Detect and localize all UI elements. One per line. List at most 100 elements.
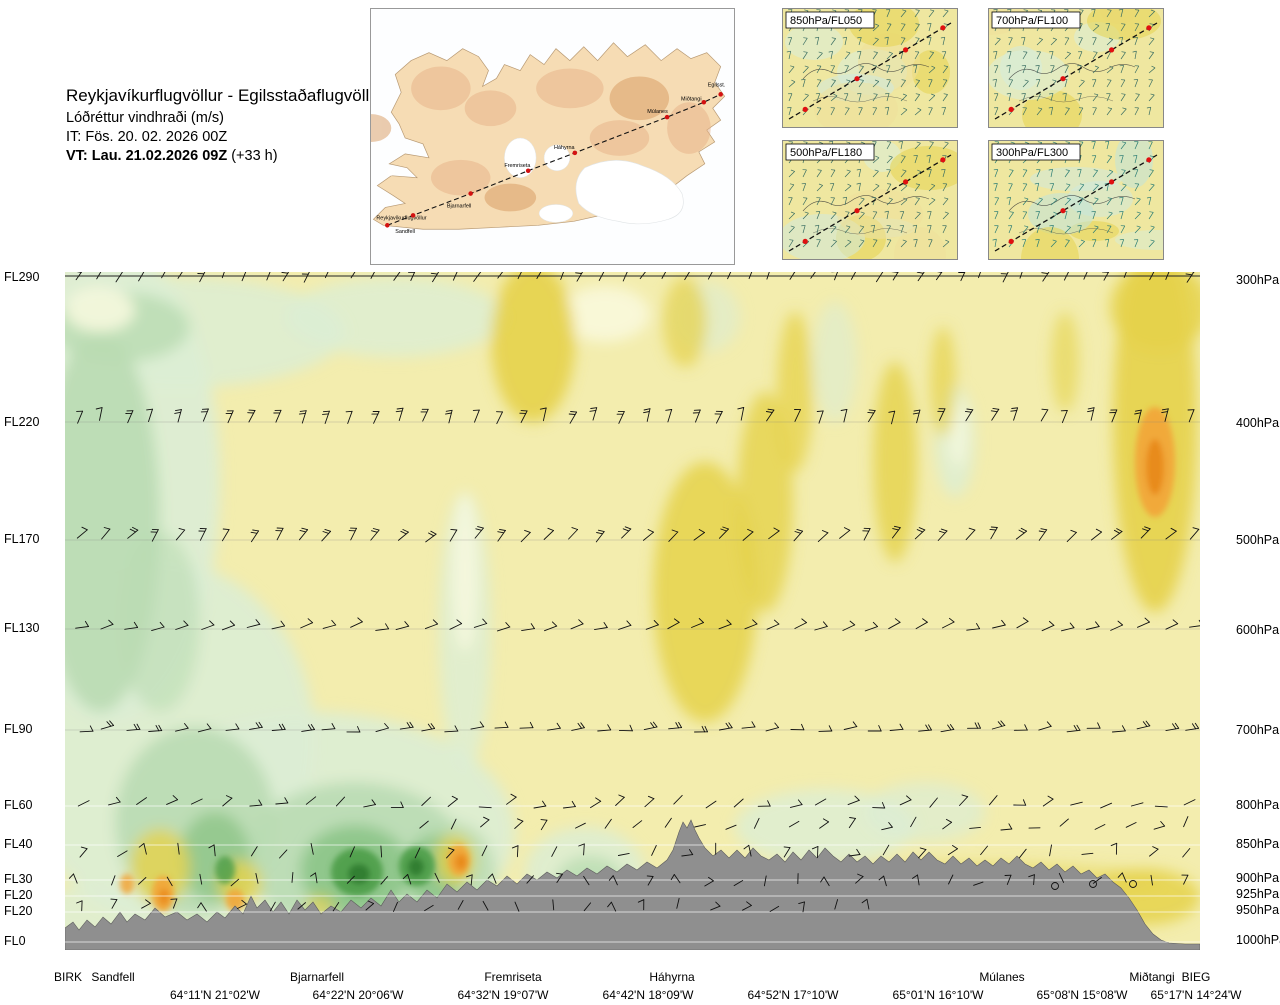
mini-coastline [812, 96, 908, 103]
flight-level-label: FL220 [4, 415, 40, 429]
mini-panel-label: 700hPa/FL100 [996, 15, 1068, 27]
pressure-level-label: 925hPa [1236, 887, 1280, 901]
pressure-level-label: 850hPa [1236, 837, 1280, 851]
mini-route-dot [1008, 106, 1014, 112]
route-waypoint-dot [572, 150, 578, 156]
route-waypoint-dot [718, 92, 723, 97]
station-label: Miðtangi [1129, 970, 1175, 984]
station-label: Múlanes [979, 970, 1025, 984]
mini-route-line [788, 154, 952, 252]
coordinate-label: 65°08'N 15°08'W [1036, 988, 1128, 1002]
flight-level-label: FL170 [4, 532, 40, 546]
flight-level-label: FL0 [4, 934, 26, 948]
mini-coastline [802, 63, 930, 80]
coordinate-label: 64°22'N 20°06'W [312, 988, 404, 1002]
route-waypoint-label: Múlanes [647, 109, 668, 115]
panel-300hPa: 300hPa/FL300 [988, 132, 1201, 291]
mini-route-line [788, 22, 952, 120]
mini-panel-label-box [785, 11, 875, 29]
mini-panel-label: 500hPa/FL180 [790, 147, 862, 159]
panel-850hPa-map: 850hPa/FL050 [783, 1, 957, 136]
flight-level-label: FL20 [4, 888, 33, 902]
route-waypoint-dot [385, 223, 390, 228]
route-waypoint-label: Bjarnarfell [447, 203, 471, 209]
coordinate-label: 64°11'N 21°02'W [169, 988, 260, 1002]
route-waypoint-label: Fremriseta [504, 163, 531, 169]
mini-route-dot [1109, 47, 1115, 53]
pressure-level-label: 400hPa [1236, 416, 1280, 430]
mini-coastline [802, 195, 930, 212]
panel-700hPa: 700hPa/FL100 [954, 0, 1164, 140]
route-map-inset: Reykjavíkurflugvöllur Sandfell Bjarnarfell… [351, 8, 735, 265]
mini-route-dot [1146, 157, 1152, 163]
iceland-map: Reykjavíkurflugvöllur Sandfell Bjarnarfell… [351, 9, 734, 264]
mini-route-line [994, 22, 1158, 120]
mini-route-dot [940, 157, 946, 163]
pressure-level-label: 600hPa [1236, 623, 1280, 637]
mini-route-dot [1109, 179, 1115, 185]
mini-wind-barbs [786, 9, 949, 116]
map-route: Reykjavíkurflugvöllur Sandfell Bjarnarfell… [376, 82, 725, 235]
pressure-level-label: 900hPa [1236, 871, 1280, 885]
mini-panel-label-box [991, 11, 1081, 29]
flight-level-label: FL130 [4, 621, 40, 635]
valid-time-main: VT: Lau. 21.02.2026 09Z [66, 148, 228, 164]
station-label: Háhyrna [649, 970, 695, 984]
valid-time-offset: (+33 h) [227, 148, 278, 164]
route-waypoint-label: Miðtangi [681, 95, 702, 102]
terrain-profile [64, 819, 1201, 951]
station-label: Fremriseta [484, 970, 542, 984]
mini-wind-barbs [788, 140, 950, 248]
cross-section-chart [0, 232, 1210, 952]
station-label: Sandfell [91, 970, 135, 984]
init-time: IT: Fös. 20. 02. 2026 00Z [66, 129, 228, 145]
route-waypoint-dot [468, 191, 473, 196]
mini-coastline [1008, 195, 1136, 212]
chart-subtitle: Lóðréttur vindhraði (m/s) [66, 110, 224, 126]
route-waypoint-label: Reykjavíkurflugvöllur [376, 215, 426, 221]
coordinate-label: 65°01'N 16°10'W [892, 988, 984, 1002]
route-waypoint-dot [664, 114, 670, 120]
route-waypoint-label: Egilsst. [708, 82, 726, 88]
cross-section-container [0, 232, 1210, 952]
mini-route-line [994, 154, 1158, 252]
mini-route-dot [854, 208, 860, 214]
pressure-level-label: 300hPa [1236, 273, 1280, 287]
panel-500hPa: 500hPa/FL180 [779, 140, 968, 283]
mini-panel-label-box [785, 143, 875, 161]
panel-850hPa: 850hPa/FL050 [782, 1, 958, 136]
mini-route-dot [802, 238, 808, 244]
coordinate-label: 64°32'N 19°07'W [457, 988, 549, 1002]
route-line [387, 93, 721, 226]
flight-level-label: FL90 [4, 722, 33, 736]
flight-level-label: FL60 [4, 798, 33, 812]
station-label: BIEG [1181, 970, 1211, 984]
route-waypoint-label: Sandfell [395, 229, 415, 235]
route-waypoint-dot [525, 168, 531, 174]
route-waypoint-label: Háhyrna [554, 145, 576, 151]
mini-coastline [1018, 96, 1114, 103]
mini-route-dot [1146, 25, 1152, 31]
flight-level-label: FL290 [4, 270, 40, 284]
flight-level-label: FL20 [4, 904, 33, 918]
flight-level-label: FL30 [4, 872, 33, 886]
pressure-level-label: 1000hPa [1236, 933, 1280, 947]
coordinate-label: 64°52'N 17°10'W [747, 988, 839, 1002]
station-label: Bjarnarfell [289, 970, 345, 984]
route-waypoint-dot [701, 99, 707, 105]
route-waypoint-dot [410, 213, 416, 218]
mini-route-dot [1060, 208, 1066, 214]
mini-route-dot [1060, 76, 1066, 82]
mini-panel-label: 850hPa/FL050 [790, 15, 862, 27]
coordinate-label: 64°42'N 18°09'W [602, 988, 694, 1002]
panel-300hPa-map: 300hPa/FL300 [989, 132, 1201, 291]
mini-route-dot [854, 76, 860, 82]
mini-route-dot [1008, 238, 1014, 244]
mini-route-dot [903, 47, 909, 53]
mini-panel-label: 300hPa/FL300 [996, 147, 1068, 159]
mini-route-dot [940, 25, 946, 31]
mini-panel-label-box [991, 143, 1081, 161]
station-label: BIRK [53, 970, 82, 984]
mini-coastline [1008, 63, 1136, 80]
